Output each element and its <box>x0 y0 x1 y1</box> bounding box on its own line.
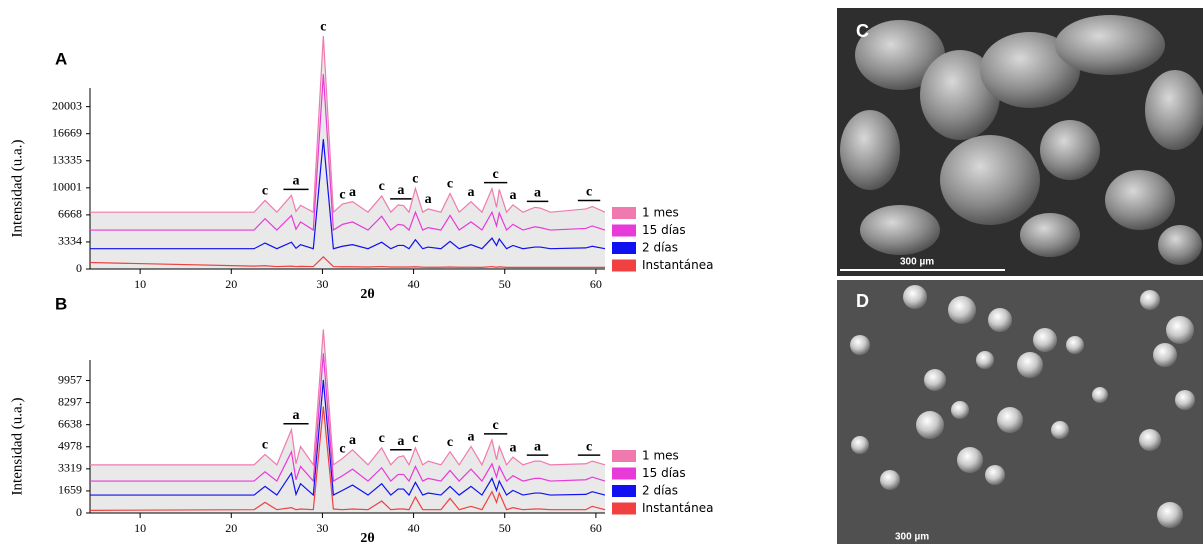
y-tick-label: 6638 <box>58 416 82 430</box>
legend-swatch <box>612 485 636 497</box>
peak-annotation: c <box>262 184 268 199</box>
x-tick-label: 30 <box>316 521 328 535</box>
x-tick-label: 20 <box>225 521 237 535</box>
peak-annotation: c <box>493 167 499 182</box>
peak-annotation: c <box>586 439 592 454</box>
peak-annotation: c <box>339 187 345 202</box>
scale-label: 300 µm <box>895 532 929 543</box>
series-line <box>90 139 606 250</box>
peak-annotation: a <box>349 185 356 200</box>
series-line <box>90 379 606 497</box>
series-line <box>90 74 606 232</box>
x-tick-label: 50 <box>499 277 511 291</box>
x-tick-label: 60 <box>590 521 602 535</box>
y-tick-label: 1659 <box>58 483 82 497</box>
legend-swatch <box>612 502 636 515</box>
x-tick-label: 30 <box>316 277 328 291</box>
x-tick-label: 60 <box>590 277 602 291</box>
peak-annotation: c <box>262 438 268 453</box>
series-line <box>90 329 606 467</box>
series-line <box>89 406 606 511</box>
legend-swatch <box>612 242 636 254</box>
peak-annotation: c <box>493 418 499 433</box>
x-tick-label: 50 <box>499 521 511 535</box>
peak-annotation: c <box>379 431 385 446</box>
peak-annotation: c <box>412 431 418 446</box>
series-line <box>90 353 606 483</box>
peak-annotation: a <box>468 185 475 200</box>
sem-image-c <box>837 8 1203 276</box>
legend-label: 15 días <box>642 466 686 480</box>
peak-annotation: a <box>468 430 475 445</box>
x-tick-label: 10 <box>134 521 146 535</box>
x-tick-label: 40 <box>408 521 420 535</box>
x-tick-label: 40 <box>408 277 420 291</box>
legend-label: 1 mes <box>642 449 679 463</box>
y-tick-label: 3319 <box>58 461 82 475</box>
series-area <box>90 329 605 513</box>
scale-label: 300 µm <box>900 257 934 268</box>
y-axis-label: Intensidad (u.a.) <box>9 398 25 496</box>
legend-swatch <box>612 467 636 480</box>
y-axis-label: Intensidad (u.a.) <box>9 140 25 238</box>
y-tick-label: 16669 <box>52 125 82 139</box>
y-tick-label: 8297 <box>58 394 82 408</box>
series-line <box>90 36 606 214</box>
legend-label: Instantánea <box>642 501 713 515</box>
x-tick-label: 20 <box>225 277 237 291</box>
legend-label: 2 días <box>642 241 678 255</box>
peak-annotation: a <box>534 186 541 201</box>
peak-annotation: a <box>397 434 404 449</box>
x-tick-label: 10 <box>134 277 146 291</box>
y-tick-label: 4978 <box>58 439 82 453</box>
peak-annotation: c <box>339 442 345 457</box>
legend-swatch <box>612 207 636 219</box>
y-tick-label: 0 <box>76 505 82 519</box>
legend-swatch <box>612 224 636 237</box>
peak-annotation: a <box>509 188 516 203</box>
series-area <box>90 36 605 270</box>
peak-annotation: c <box>447 177 453 192</box>
legend-label: Instantánea <box>642 258 713 272</box>
y-tick-label: 20003 <box>52 98 82 112</box>
y-tick-label: 6668 <box>58 207 82 221</box>
peak-annotation: a <box>349 433 356 448</box>
peak-annotation: c <box>447 435 453 450</box>
y-tick-label: 3334 <box>58 234 82 248</box>
peak-annotation: a <box>534 439 541 454</box>
series-line <box>89 255 605 268</box>
legend-label: 15 días <box>642 223 686 237</box>
peak-annotation: a <box>397 183 404 198</box>
x-axis-label: 2θ <box>360 531 374 544</box>
legend-label: 1 mes <box>642 206 679 220</box>
panel-label: C <box>856 21 869 41</box>
peak-annotation: a <box>425 192 432 207</box>
legend-label: 2 días <box>642 484 678 498</box>
peak-annotation: c <box>379 179 385 194</box>
y-tick-label: 0 <box>76 261 82 275</box>
legend-swatch <box>612 450 636 462</box>
panel-label: B <box>55 294 67 313</box>
peak-annotation: a <box>509 440 516 455</box>
legend-swatch <box>612 259 636 272</box>
y-tick-label: 9957 <box>58 372 82 386</box>
x-axis-label: 2θ <box>360 287 374 302</box>
y-tick-label: 13335 <box>52 153 82 167</box>
peak-annotation: c <box>412 172 418 187</box>
peak-annotation: c <box>320 19 326 34</box>
sem-image-d <box>837 280 1203 544</box>
peak-annotation: a <box>293 408 300 423</box>
peak-annotation: a <box>293 174 300 189</box>
panel-label: D <box>856 291 869 311</box>
panel-label: A <box>55 49 67 68</box>
peak-annotation: c <box>586 185 592 200</box>
y-tick-label: 10001 <box>52 180 82 194</box>
